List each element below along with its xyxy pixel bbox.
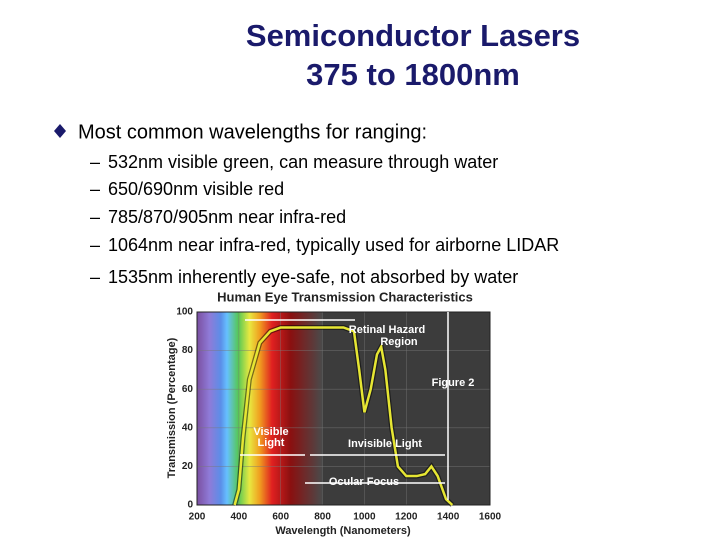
annotation: Ocular Focus: [329, 476, 399, 488]
y-axis-label: Transmission (Percentage): [166, 337, 178, 478]
annotation: Visible: [253, 426, 288, 438]
annotation: Figure 2: [432, 377, 475, 389]
figure: Human Eye Transmission Characteristics Wa…: [166, 289, 502, 536]
title-line: 375 to 1800nm: [306, 57, 520, 92]
chart-title: Human Eye Transmission Characteristics: [217, 289, 473, 304]
x-tick-label: 600: [272, 512, 289, 523]
y-tick-label: 80: [182, 345, 194, 356]
title-line: Semiconductor Lasers: [246, 18, 580, 53]
annotation: Light: [258, 437, 285, 449]
sub-dash: –: [90, 267, 100, 287]
y-tick-label: 0: [187, 500, 193, 511]
annotation: Region: [380, 336, 418, 348]
sub-dash: –: [90, 152, 100, 172]
bullet-text: Most common wavelengths for ranging:: [78, 121, 427, 143]
annotation: Retinal Hazard: [349, 324, 425, 336]
x-axis-label: Wavelength (Nanometers): [275, 525, 411, 537]
sub-text: 1064nm near infra-red, typically used fo…: [108, 235, 559, 255]
sub-text: 1535nm inherently eye-safe, not absorbed…: [108, 267, 518, 287]
annotation: Invisible Light: [348, 438, 422, 450]
sub-text: 532nm visible green, can measure through…: [108, 152, 498, 172]
y-tick-label: 100: [176, 307, 193, 318]
x-tick-label: 200: [189, 512, 206, 523]
bullet-icon: [54, 124, 66, 138]
x-tick-label: 1600: [479, 512, 502, 523]
x-tick-label: 1200: [395, 512, 418, 523]
sub-dash: –: [90, 179, 100, 199]
y-tick-label: 20: [182, 461, 194, 472]
x-tick-label: 1400: [437, 512, 460, 523]
transmission-line: [233, 326, 454, 506]
y-tick-label: 60: [182, 384, 194, 395]
x-tick-label: 1000: [353, 512, 376, 523]
sub-dash: –: [90, 207, 100, 227]
plot-frame: [196, 311, 491, 506]
x-tick-label: 800: [314, 512, 331, 523]
sub-bullets: –532nm visible green, can measure throug…: [90, 152, 559, 287]
sub-text: 785/870/905nm near infra-red: [108, 207, 346, 227]
sub-dash: –: [90, 235, 100, 255]
x-tick-label: 400: [231, 512, 248, 523]
y-tick-label: 40: [182, 422, 194, 433]
sub-text: 650/690nm visible red: [108, 179, 284, 199]
